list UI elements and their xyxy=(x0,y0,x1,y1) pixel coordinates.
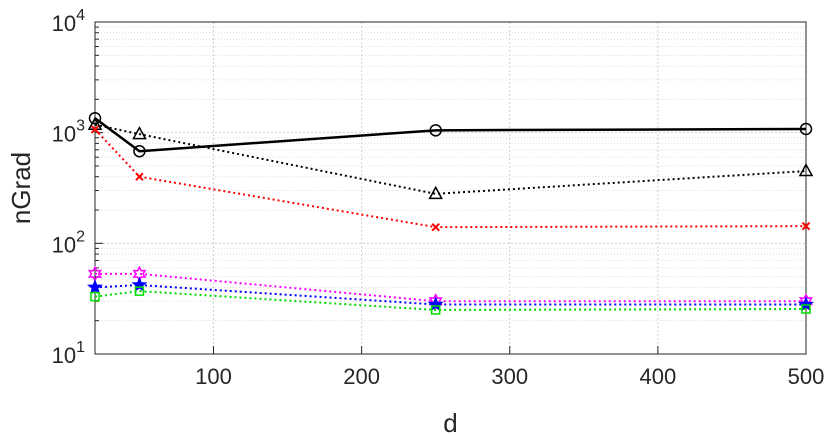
data-point-pentagram xyxy=(87,278,103,295)
data-point-square xyxy=(134,286,145,296)
y-tick-base: 10 xyxy=(52,11,76,36)
x-tick-label: 400 xyxy=(640,364,677,389)
data-point-pentagram xyxy=(131,276,148,292)
axis-ticks xyxy=(95,21,807,355)
data-point-pentagram xyxy=(427,296,444,312)
series-line xyxy=(94,128,807,229)
x-tick-label: 500 xyxy=(788,364,825,389)
y-axis-label: nGrad xyxy=(6,152,36,224)
data-point-circle xyxy=(799,122,813,136)
data-point-x xyxy=(90,125,100,134)
y-tick-label: 104 xyxy=(52,7,85,36)
y-tick-label: 102 xyxy=(52,228,85,257)
data-point-square xyxy=(430,305,441,315)
y-tick-base: 10 xyxy=(52,122,76,147)
data-point-circle xyxy=(133,144,146,158)
series-line xyxy=(94,284,806,306)
series-line xyxy=(94,290,807,311)
series-6 xyxy=(90,286,811,315)
x-axis-label: d xyxy=(443,408,457,436)
data-point-triangle xyxy=(132,126,147,140)
series-line xyxy=(94,117,807,153)
data-point-triangle xyxy=(428,185,443,200)
series-layer xyxy=(87,111,814,315)
y-tick-exponent: 3 xyxy=(76,118,85,135)
x-tick-label: 300 xyxy=(491,364,528,389)
data-point-triangle xyxy=(798,162,814,177)
series-3 xyxy=(90,125,811,232)
x-tick-label: 100 xyxy=(195,364,232,389)
y-tick-exponent: 2 xyxy=(76,228,85,245)
data-point-circle xyxy=(88,111,102,125)
data-point-x xyxy=(431,222,440,232)
y-tick-exponent: 1 xyxy=(76,339,85,356)
y-tick-label: 103 xyxy=(52,118,85,147)
series-line xyxy=(94,123,807,195)
y-tick-base: 10 xyxy=(52,232,76,257)
data-point-x xyxy=(135,172,144,181)
data-point-square xyxy=(801,304,811,314)
x-tick-label: 200 xyxy=(343,364,380,389)
y-tick-base: 10 xyxy=(52,343,76,368)
data-point-circle xyxy=(429,124,442,137)
plot-area xyxy=(94,21,807,355)
y-tick-exponent: 4 xyxy=(76,7,85,24)
y-tick-label: 101 xyxy=(52,339,85,368)
data-point-square xyxy=(90,291,100,302)
data-point-x xyxy=(801,221,811,231)
series-5 xyxy=(87,276,814,312)
series-line xyxy=(95,272,806,303)
data-point-pentagram xyxy=(798,296,814,312)
series-1 xyxy=(88,111,813,158)
